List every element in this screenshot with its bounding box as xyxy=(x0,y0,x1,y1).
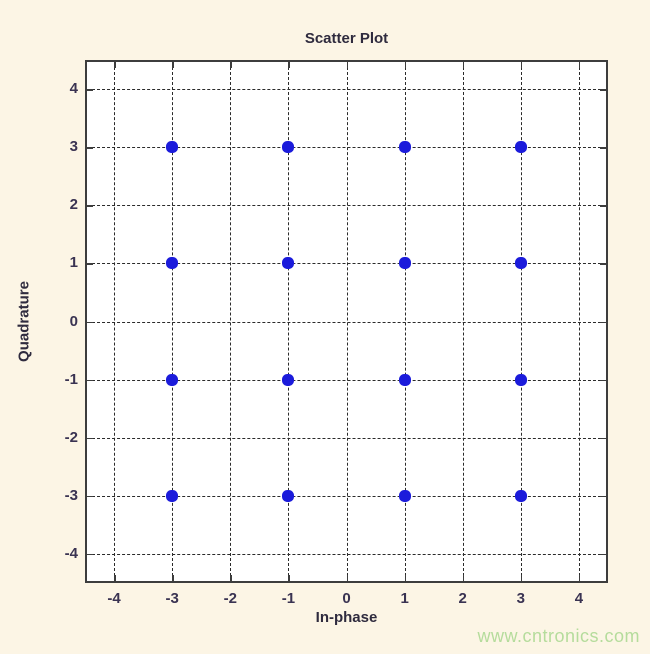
tick-mark xyxy=(87,437,93,440)
tick-mark xyxy=(87,205,93,207)
tick-mark xyxy=(230,575,232,581)
tick-mark xyxy=(520,575,523,581)
tick-mark xyxy=(578,575,581,581)
gridline-horizontal xyxy=(87,495,606,497)
tick-mark xyxy=(404,62,407,68)
gridline-horizontal xyxy=(87,89,606,91)
tick-mark xyxy=(230,62,232,68)
tick-mark xyxy=(600,437,606,440)
gridline-horizontal xyxy=(87,263,606,265)
tick-mark xyxy=(578,62,581,68)
y-tick-label: -1 xyxy=(64,370,78,388)
tick-mark xyxy=(462,62,465,68)
watermark: www.cntronics.com xyxy=(477,626,640,646)
constellation-point xyxy=(282,373,295,386)
tick-mark xyxy=(87,89,93,91)
tick-mark xyxy=(600,205,606,207)
y-tick-label: 4 xyxy=(69,80,78,98)
tick-mark xyxy=(87,147,93,149)
constellation-point xyxy=(282,141,295,154)
tick-mark xyxy=(87,553,93,556)
gridline-horizontal xyxy=(87,147,606,149)
tick-mark xyxy=(87,321,93,323)
gridline-horizontal xyxy=(87,321,606,323)
tick-mark xyxy=(520,62,523,68)
x-tick-label: 4 xyxy=(574,590,584,607)
y-axis-label: Quadrature xyxy=(15,281,33,362)
constellation-point xyxy=(166,257,179,270)
plot-area xyxy=(85,60,608,583)
constellation-point xyxy=(166,141,179,154)
x-tick-label: 2 xyxy=(458,590,467,607)
y-tick-label: -4 xyxy=(64,544,78,562)
x-tick-label: -1 xyxy=(281,590,296,607)
constellation-point xyxy=(514,141,527,154)
y-tick-label: -2 xyxy=(64,428,78,446)
tick-mark xyxy=(600,321,606,323)
constellation-point xyxy=(514,489,527,502)
tick-mark xyxy=(600,263,606,265)
tick-mark xyxy=(288,575,290,581)
constellation-point xyxy=(514,373,527,386)
y-tick-label: 3 xyxy=(69,138,78,156)
constellation-point xyxy=(282,257,295,270)
x-tick-label: -4 xyxy=(107,590,121,607)
x-tick-label: -2 xyxy=(223,590,237,607)
tick-mark xyxy=(600,89,606,91)
x-tick-label: 1 xyxy=(400,590,409,607)
y-tick-label: -3 xyxy=(64,486,78,504)
y-tick-label: 0 xyxy=(69,312,78,330)
tick-mark xyxy=(114,62,116,68)
tick-mark xyxy=(404,575,407,581)
tick-mark xyxy=(172,62,174,68)
tick-mark xyxy=(600,553,606,556)
tick-mark xyxy=(87,263,93,265)
tick-mark xyxy=(346,62,348,68)
constellation-point xyxy=(398,141,411,154)
x-tick-label: 0 xyxy=(342,590,351,607)
tick-mark xyxy=(172,575,174,581)
tick-mark xyxy=(600,379,606,382)
constellation-point xyxy=(166,373,179,386)
y-tick-label: 1 xyxy=(69,254,78,272)
constellation-point xyxy=(514,257,527,270)
tick-mark xyxy=(346,575,348,581)
constellation-point xyxy=(282,489,295,502)
x-axis-label: In-phase xyxy=(315,609,378,626)
constellation-point xyxy=(398,373,411,386)
gridline-horizontal xyxy=(87,379,606,381)
tick-mark xyxy=(87,495,93,498)
constellation-point xyxy=(398,257,411,270)
gridline-horizontal xyxy=(87,553,606,555)
y-tick-label: 2 xyxy=(69,196,78,214)
tick-mark xyxy=(600,495,606,498)
tick-mark xyxy=(114,575,116,581)
constellation-point xyxy=(166,489,179,502)
x-tick-label: 3 xyxy=(516,590,525,607)
tick-mark xyxy=(462,575,465,581)
tick-mark xyxy=(600,147,606,149)
x-tick-label: -3 xyxy=(165,590,179,607)
tick-mark xyxy=(87,379,93,382)
constellation-point xyxy=(398,489,411,502)
tick-mark xyxy=(288,62,290,68)
chart-title: Scatter Plot xyxy=(304,30,389,47)
gridline-horizontal xyxy=(87,205,606,207)
gridline-horizontal xyxy=(87,437,606,439)
